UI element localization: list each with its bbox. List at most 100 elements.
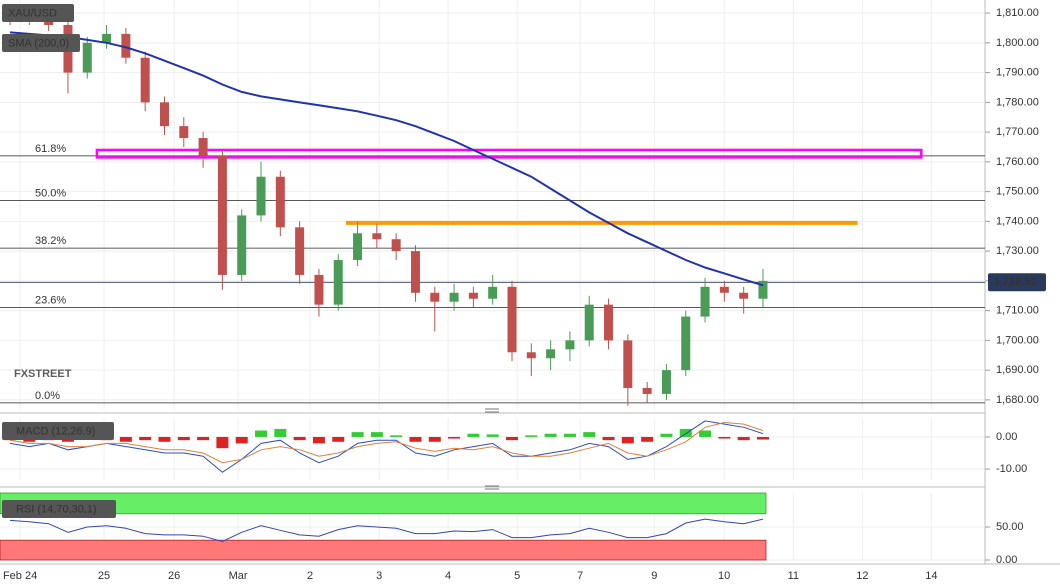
y-tick-label: 0.00 (996, 431, 1017, 443)
macd-histogram-bar (641, 436, 654, 442)
candle-body (82, 42, 92, 73)
watermark: FXSTREET (14, 368, 72, 380)
macd-histogram-bar (390, 435, 403, 437)
x-tick-label: 12 (856, 570, 868, 582)
legend-box (2, 34, 80, 52)
candle-body (565, 340, 575, 350)
title-box (2, 4, 74, 22)
x-tick-label: 2 (307, 570, 313, 582)
zone (95, 148, 923, 159)
y-tick-label: 1,740.00 (996, 215, 1039, 227)
candle-body (275, 176, 285, 228)
fib-label: 0.0% (35, 390, 60, 402)
macd-histogram-bar (525, 435, 538, 437)
y-tick-label: 1,790.00 (996, 67, 1039, 79)
title-box (2, 422, 114, 440)
macd-histogram-bar (718, 436, 731, 439)
candle-body (604, 304, 614, 341)
candle-body (468, 292, 478, 299)
fib-label: 38.2% (35, 235, 66, 247)
y-tick-label: -10.00 (996, 463, 1027, 475)
macd-histogram-bar (293, 436, 306, 441)
y-tick-label: 0.00 (996, 554, 1017, 566)
last-price-box (988, 273, 1046, 292)
candle-body (391, 239, 401, 252)
y-tick-label: 1,780.00 (996, 96, 1039, 108)
x-tick-label: 7 (577, 570, 583, 582)
candle-body (295, 227, 305, 275)
macd-histogram-bar (255, 430, 268, 437)
macd-histogram-bar (679, 428, 692, 437)
candle-body (700, 286, 710, 317)
macd-histogram-bar (119, 436, 132, 442)
macd-histogram-bar (351, 432, 364, 437)
macd-histogram-bar (621, 436, 634, 444)
macd-histogram-bar (370, 432, 383, 437)
y-tick-label: 1,750.00 (996, 186, 1039, 198)
x-tick-label: 9 (651, 570, 657, 582)
candle-body (739, 292, 749, 299)
y-tick-label: 1,700.00 (996, 334, 1039, 346)
macd-histogram-bar (602, 436, 615, 441)
candle-body (121, 33, 131, 58)
fib-label: 61.8% (35, 143, 66, 155)
last-price-label: 1,719.52 (994, 276, 1037, 288)
y-tick-label: 1,690.00 (996, 364, 1039, 376)
chart-title: XAU/USD (8, 7, 57, 19)
macd-histogram-bar (274, 428, 287, 437)
x-tick-label: 3 (376, 570, 382, 582)
panel-title: RSI (14,70,30,1) (16, 503, 97, 515)
x-tick-label: Mar (229, 570, 248, 582)
overbought-zone (0, 492, 767, 515)
macd-histogram-bar (177, 436, 190, 441)
macd-histogram-bar (409, 436, 422, 442)
candle-body (546, 349, 556, 359)
candle-body (623, 340, 633, 388)
fib-label: 50.0% (35, 187, 66, 199)
candle-body (217, 155, 227, 275)
macd-histogram-bar (660, 433, 673, 437)
macd-histogram-bar (467, 433, 480, 437)
macd-histogram-bar (158, 436, 171, 442)
macd-line (9, 421, 764, 464)
macd-histogram-bar (312, 436, 325, 444)
x-tick-label: Feb 24 (3, 570, 37, 582)
x-tick-label: 25 (98, 570, 110, 582)
candle-body (353, 233, 363, 261)
candle-body (430, 292, 440, 302)
candle-body (584, 304, 594, 341)
macd-histogram-bar (737, 436, 750, 441)
panel-handle[interactable] (485, 408, 499, 413)
sma-line (9, 31, 764, 287)
x-tick-label: 11 (788, 570, 799, 582)
macd-histogram-bar (583, 432, 596, 437)
x-tick-label: 14 (925, 570, 937, 582)
y-tick-label: 1,710.00 (996, 305, 1039, 317)
x-tick-label: 5 (514, 570, 520, 582)
macd-histogram-bar (699, 430, 712, 437)
panel-handle[interactable] (485, 485, 499, 490)
candle-body (102, 33, 112, 43)
candle-body (410, 251, 420, 293)
candle-body (314, 274, 324, 305)
x-tick-label: 4 (445, 570, 451, 582)
candle-body (661, 370, 671, 394)
candle-body (333, 260, 343, 305)
x-tick-label: 10 (718, 570, 730, 582)
macd-histogram-bar (139, 436, 152, 441)
y-tick-label: 1,800.00 (996, 37, 1039, 49)
candle-body (488, 286, 498, 299)
candle-body (526, 352, 536, 359)
macd-histogram-bar (756, 436, 769, 440)
x-tick-label: 26 (168, 570, 180, 582)
macd-histogram-bar (235, 436, 248, 444)
candle-body (719, 286, 729, 293)
legend-label: SMA (200,0) (8, 37, 69, 49)
candle-body (198, 138, 208, 156)
macd-line (9, 420, 764, 473)
macd-histogram-bar (563, 433, 576, 437)
candle-body (256, 176, 266, 216)
candle-body (372, 233, 382, 240)
candle-body (159, 102, 169, 127)
